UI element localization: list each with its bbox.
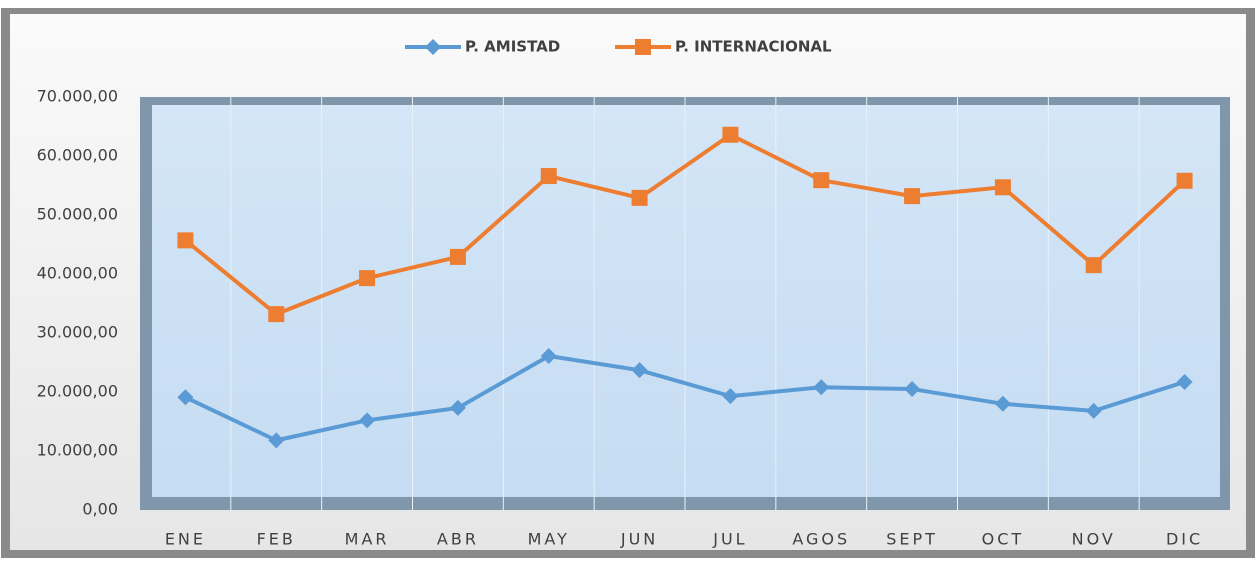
point	[1085, 257, 1102, 274]
point	[904, 381, 921, 398]
legend-label: P. INTERNACIONAL	[675, 38, 832, 56]
y-tick-label: 60.000,00	[37, 146, 118, 165]
series-line	[184, 354, 1186, 443]
x-tick-label: MAY	[528, 530, 570, 549]
series-line	[184, 132, 1186, 317]
point	[1176, 373, 1193, 390]
x-tick-label: SEPT	[886, 530, 938, 549]
point	[631, 189, 648, 206]
point	[813, 379, 830, 396]
point	[1085, 402, 1102, 419]
point	[268, 306, 285, 323]
x-tick-label: AGOS	[792, 530, 850, 549]
point	[177, 232, 194, 249]
x-tick-label: MAR	[345, 530, 390, 549]
point	[994, 395, 1011, 412]
point	[268, 432, 285, 449]
point	[449, 248, 466, 265]
point	[904, 188, 921, 205]
y-tick-label: 20.000,00	[37, 382, 118, 401]
x-tick-label: OCT	[982, 530, 1025, 549]
y-tick-label: 50.000,00	[37, 205, 118, 224]
x-tick-label: JUN	[620, 530, 658, 549]
point	[722, 388, 739, 405]
y-tick-label: 30.000,00	[37, 323, 118, 342]
point	[631, 362, 648, 379]
point	[1176, 172, 1193, 189]
point	[449, 399, 466, 416]
x-tick-label: FEB	[257, 530, 296, 549]
point	[359, 412, 376, 429]
x-tick-label: JUL	[712, 530, 747, 549]
y-tick-label: 10.000,00	[37, 441, 118, 460]
plot-area	[152, 105, 1220, 497]
legend-marker	[635, 39, 651, 55]
x-tick-label: ENE	[165, 530, 206, 549]
legend-label: P. AMISTAD	[465, 38, 560, 56]
y-tick-label: 40.000,00	[37, 264, 118, 283]
point	[177, 389, 194, 406]
x-tick-label: ABR	[437, 530, 479, 549]
y-tick-label: 0,00	[82, 500, 118, 519]
x-tick-label: DIC	[1166, 530, 1203, 549]
y-tick-label: 70.000,00	[37, 87, 118, 106]
point	[722, 126, 739, 143]
x-tick-label: NOV	[1072, 530, 1116, 549]
point	[994, 179, 1011, 196]
point	[359, 270, 376, 287]
point	[540, 168, 557, 185]
point	[540, 348, 557, 365]
legend-marker	[425, 39, 441, 55]
point	[813, 172, 830, 189]
